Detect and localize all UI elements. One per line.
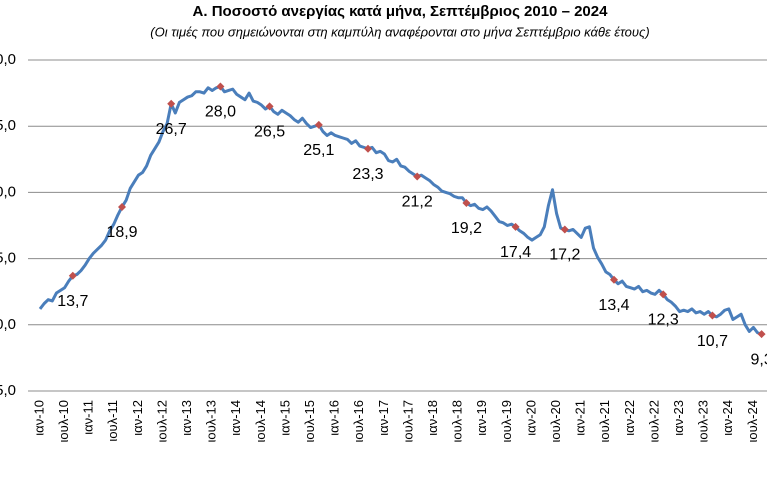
- y-tick-label: 20,0: [0, 183, 16, 200]
- x-tick-label: ιαν-12: [130, 400, 145, 436]
- data-line: [38, 84, 763, 336]
- x-tick-label: ιαν-11: [81, 400, 96, 435]
- x-tick-label: ιουλ-10: [56, 400, 71, 443]
- data-marker: [216, 82, 225, 91]
- x-tick-label: ιαν-20: [523, 400, 538, 436]
- x-tick-label: ιουλ-16: [351, 400, 366, 443]
- data-marker: [413, 172, 422, 181]
- x-tick-label: ιαν-13: [179, 400, 194, 436]
- x-tick-label: ιουλ-13: [204, 400, 219, 443]
- data-marker: [68, 271, 77, 280]
- x-tick-label: ιουλ-18: [450, 400, 465, 443]
- data-marker: [560, 225, 569, 234]
- data-marker: [314, 120, 323, 129]
- x-tick-label: ιαν-21: [573, 400, 588, 436]
- value-label: 28,0: [205, 104, 236, 121]
- value-label: 26,5: [254, 124, 285, 141]
- x-tick-label: ιουλ-11: [105, 400, 120, 442]
- data-marker: [757, 330, 766, 339]
- x-tick-label: ιουλ-20: [548, 400, 563, 443]
- x-tick-label: ιουλ-12: [154, 400, 169, 443]
- data-marker: [118, 202, 126, 211]
- x-tick-label: ιαν-22: [622, 400, 637, 436]
- y-tick-label: 30,0: [0, 51, 16, 68]
- x-tick-label: ιαν-24: [720, 400, 735, 436]
- x-tick-label: ιουλ-14: [253, 400, 268, 443]
- data-marker: [659, 290, 668, 299]
- data-marker: [610, 275, 618, 284]
- data-marker: [364, 144, 372, 153]
- value-label: 18,9: [106, 224, 137, 241]
- chart-subtitle: (Οι τιμές που σημειώνονται στη καμπύλη α…: [150, 24, 649, 39]
- x-tick-label: ιουλ-15: [302, 400, 317, 443]
- data-marker: [708, 311, 717, 320]
- x-tick-label: ιουλ-21: [597, 400, 612, 443]
- value-label: 12,3: [648, 312, 679, 329]
- data-marker: [167, 99, 176, 108]
- x-tick-label: ιαν-14: [228, 400, 243, 436]
- x-tick-label: ιουλ-22: [646, 400, 661, 443]
- x-tick-label: ιαν-15: [277, 400, 292, 436]
- x-tick-label: ιαν-23: [671, 400, 686, 436]
- value-label: 13,7: [57, 293, 88, 310]
- data-marker: [511, 222, 520, 231]
- value-label: 23,3: [352, 166, 383, 183]
- chart-title: Α. Ποσοστό ανεργίας κατά μήνα, Σεπτέμβρι…: [193, 3, 609, 20]
- value-label: 21,2: [402, 194, 433, 211]
- x-tick-label: ιουλ-17: [400, 400, 415, 443]
- y-tick-label: 25,0: [0, 117, 16, 134]
- data-marker: [462, 198, 471, 207]
- value-label: 10,7: [697, 333, 728, 350]
- x-tick-label: ιαν-18: [425, 400, 440, 436]
- x-tick-label: ιουλ-19: [499, 400, 514, 443]
- value-label: 19,2: [451, 220, 482, 237]
- y-tick-label: 5,0: [0, 382, 16, 399]
- x-tick-label: ιαν-17: [376, 400, 391, 436]
- x-tick-label: ιαν-19: [474, 400, 489, 436]
- x-tick-label: ιαν-10: [31, 400, 46, 436]
- y-tick-label: 10,0: [0, 316, 16, 333]
- value-label: 17,2: [549, 247, 580, 264]
- value-label: 13,4: [598, 297, 629, 314]
- x-tick-label: ιουλ-24: [745, 400, 760, 443]
- y-tick-label: 15,0: [0, 250, 16, 267]
- value-label: 26,7: [156, 121, 187, 138]
- x-tick-label: ιουλ-23: [696, 400, 711, 443]
- value-label: 17,4: [500, 244, 531, 261]
- value-label: 9,3: [750, 351, 767, 368]
- data-marker: [265, 102, 274, 111]
- value-label: 25,1: [303, 142, 334, 159]
- x-tick-label: ιαν-16: [327, 400, 342, 436]
